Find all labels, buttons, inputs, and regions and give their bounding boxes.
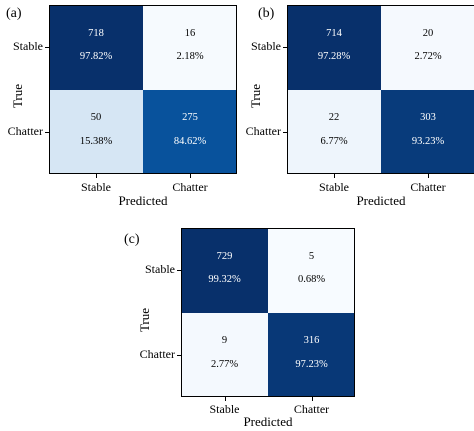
cell-percent: 93.23% [411,135,445,147]
cell-count: 718 [88,27,104,39]
heatmap-cell: 5 0.68% [268,228,355,313]
cell-percent: 0.68% [297,274,326,286]
cell-count: 20 [422,27,434,39]
x-axis-label: Predicted [243,414,293,429]
y-tick-mark [45,131,49,133]
y-tick-label: Stable [13,39,43,54]
y-axis-label: True [137,307,152,333]
cell-percent: 97.82% [79,51,113,63]
heatmap-cell: 275 84.62% [143,89,237,174]
cell-count: 5 [308,250,315,262]
x-axis-label: Predicted [356,193,406,208]
cell-count: 714 [326,27,342,39]
x-tick-mark [96,174,97,178]
x-tick-mark [428,174,429,178]
x-tick-label: Stable [81,180,111,194]
heatmap-cell: 22 6.77% [287,89,381,174]
heatmap-cell: 50 15.38% [49,89,143,174]
cell-count: 316 [303,335,320,347]
cell-count: 303 [420,112,436,124]
x-tick-label: Stable [319,180,349,194]
cell-percent: 99.32% [208,274,241,286]
panel-label: (b) [258,6,275,21]
cell-count: 50 [90,112,102,124]
x-tick-mark [334,174,335,178]
x-axis-label: Predicted [118,193,168,208]
x-tick-mark [224,397,226,401]
cell-percent: 2.18% [176,51,204,63]
x-tick-label: Chatter [293,402,330,416]
y-tick-label: Stable [145,262,175,277]
x-tick-label: Chatter [410,180,446,194]
y-tick-mark [283,47,287,49]
cell-percent: 2.77% [210,358,239,370]
x-tick-label: Stable [209,402,240,416]
x-tick-mark [311,397,313,401]
cell-count: 9 [221,335,228,347]
panel-label: (a) [6,6,22,21]
heatmap-cell: 20 2.72% [381,5,474,90]
y-axis-label: True [10,83,25,109]
cell-percent: 97.23% [295,358,328,370]
heatmap-cell: 9 2.77% [181,312,268,397]
y-tick-mark [283,131,287,133]
y-tick-label: Chatter [245,123,281,138]
y-tick-mark [45,47,49,49]
cell-count: 275 [182,112,198,124]
cell-percent: 84.62% [173,135,207,147]
heatmap-cell: 729 99.32% [181,228,268,313]
cell-count: 16 [184,27,196,39]
panel-label: (c) [124,232,140,247]
heatmap-cell: 16 2.18% [143,5,237,90]
heatmap-cell: 714 97.28% [287,5,381,90]
y-tick-label: Chatter [139,346,175,361]
cell-percent: 97.28% [317,51,351,63]
y-tick-label: Stable [251,39,281,54]
cell-percent: 6.77% [320,135,348,147]
cell-percent: 2.72% [414,51,442,63]
y-tick-label: Chatter [7,123,43,138]
y-tick-mark [177,270,181,272]
heatmap-cell: 718 97.82% [49,5,143,90]
y-tick-mark [177,354,181,356]
x-tick-mark [190,174,191,178]
heatmap-cell: 316 97.23% [268,312,355,397]
x-tick-label: Chatter [172,180,208,194]
cell-count: 729 [216,250,233,262]
y-axis-label: True [248,83,263,109]
heatmap-cell: 303 93.23% [381,89,474,174]
cell-percent: 15.38% [79,135,113,147]
cell-count: 22 [328,112,340,124]
